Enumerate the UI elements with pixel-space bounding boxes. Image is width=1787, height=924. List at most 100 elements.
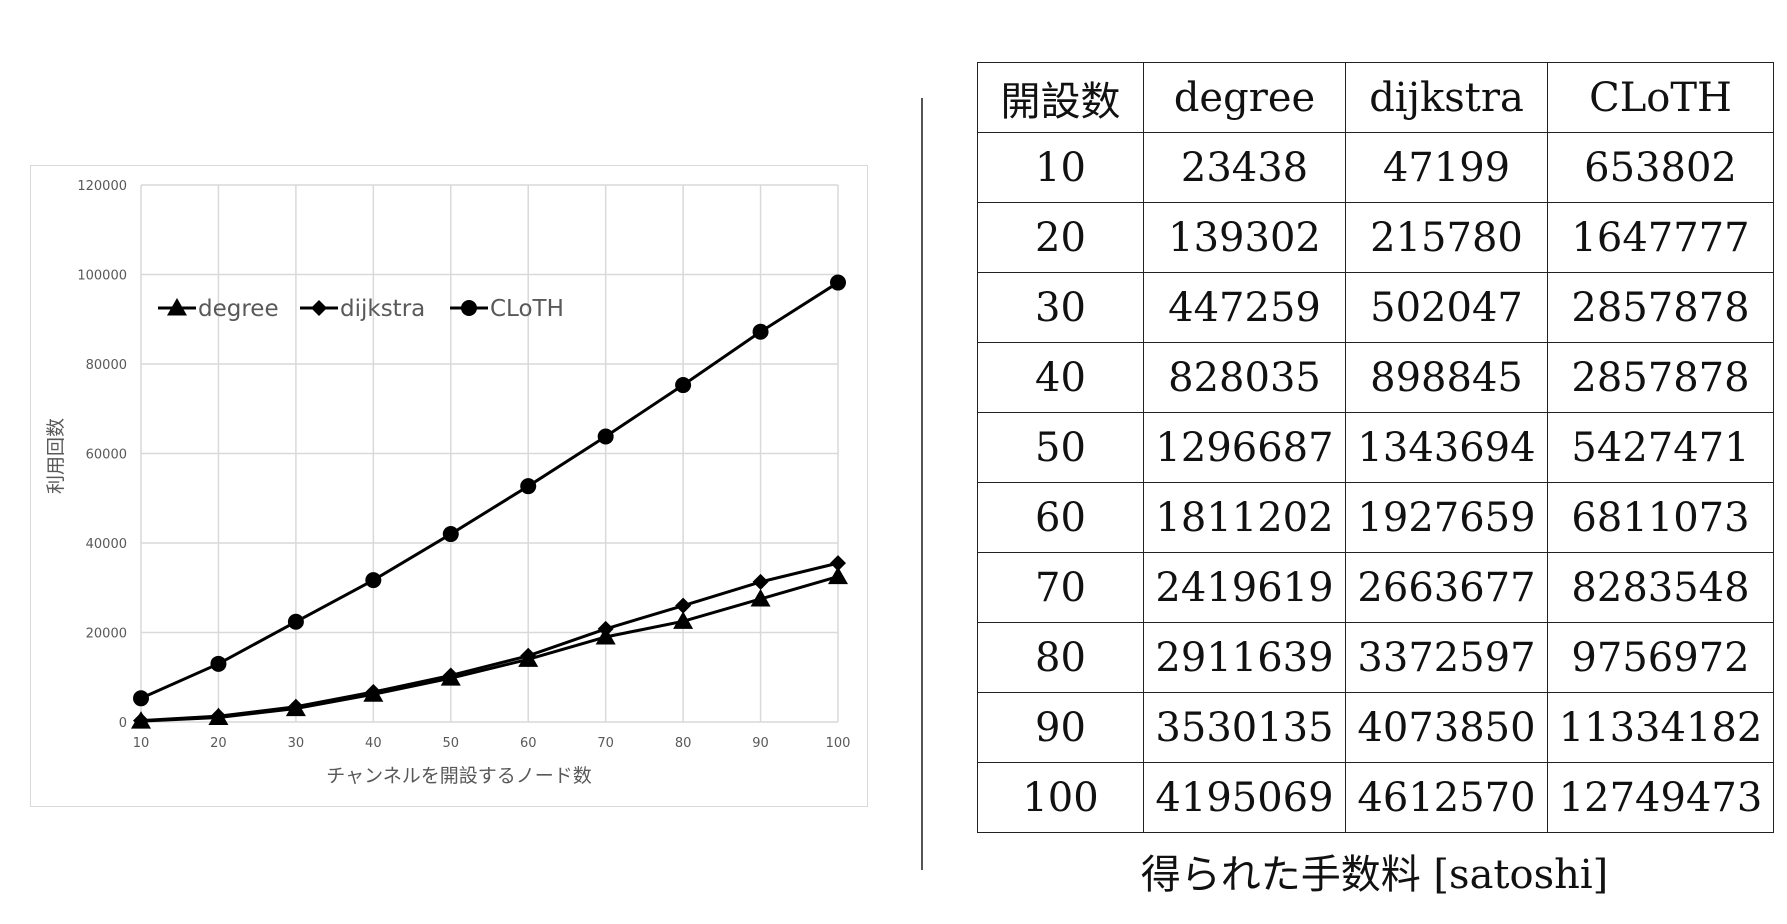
legend-item: degree bbox=[158, 296, 279, 322]
table-header-row: 開設数 degree dijkstra CLoTH bbox=[977, 62, 1774, 133]
legend-item: dijkstra bbox=[300, 296, 425, 322]
data-point bbox=[520, 478, 537, 495]
table-cell: 447259 bbox=[1143, 272, 1346, 343]
x-tick-label: 50 bbox=[443, 736, 460, 751]
table-row: 60 1811202 1927659 6811073 bbox=[977, 482, 1774, 553]
data-point bbox=[311, 300, 327, 316]
table-row: 30 447259 502047 2857878 bbox=[977, 272, 1774, 343]
data-point bbox=[133, 712, 149, 729]
table-cell: 2857878 bbox=[1547, 272, 1774, 343]
legend-item: CLoTH bbox=[450, 296, 564, 322]
table-cell: 10 bbox=[977, 132, 1144, 203]
table-cell: 47199 bbox=[1345, 132, 1548, 203]
table-cell: 139302 bbox=[1143, 202, 1346, 273]
y-tick-label: 120000 bbox=[77, 179, 127, 194]
data-point bbox=[597, 620, 614, 637]
legend-label: dijkstra bbox=[340, 296, 425, 322]
header-dijkstra: dijkstra bbox=[1345, 62, 1548, 133]
series-layer bbox=[131, 274, 848, 729]
series-dijkstra bbox=[133, 555, 846, 729]
x-tick-label: 80 bbox=[675, 736, 692, 751]
table-row: 40 828035 898845 2857878 bbox=[977, 342, 1774, 413]
table-cell: 2419619 bbox=[1143, 552, 1346, 623]
data-table: 開設数 degree dijkstra CLoTH 10 23438 47199 65… bbox=[977, 62, 1774, 833]
table-cell: 12749473 bbox=[1547, 762, 1774, 833]
data-point bbox=[442, 667, 459, 684]
x-tick-label: 30 bbox=[288, 736, 305, 751]
table-cell: 1296687 bbox=[1143, 412, 1346, 483]
y-tick-label: 60000 bbox=[86, 448, 127, 463]
table-cell: 6811073 bbox=[1547, 482, 1774, 553]
data-point bbox=[167, 298, 187, 316]
series-line bbox=[140, 561, 839, 723]
legend-label: CLoTH bbox=[490, 296, 564, 322]
table-body: 10 23438 47199 653802 20 139302 215780 1647777 3… bbox=[977, 132, 1774, 833]
table-cell: 1927659 bbox=[1345, 482, 1548, 553]
table-cell: 30 bbox=[977, 272, 1144, 343]
table-cell: 502047 bbox=[1345, 272, 1548, 343]
table-row: 80 2911639 3372597 9756972 bbox=[977, 622, 1774, 693]
table-cell: 898845 bbox=[1345, 342, 1548, 413]
y-axis-title: 利用回数 bbox=[45, 418, 67, 494]
data-point bbox=[675, 597, 692, 614]
table-row: 90 3530135 4073850 11334182 bbox=[977, 692, 1774, 763]
table-cell: 215780 bbox=[1345, 202, 1548, 273]
vertical-divider bbox=[921, 98, 923, 870]
table-cell: 4195069 bbox=[1143, 762, 1346, 833]
data-point bbox=[287, 613, 304, 630]
table-cell: 9756972 bbox=[1547, 622, 1774, 693]
data-point bbox=[442, 526, 459, 543]
table-cell: 653802 bbox=[1547, 132, 1774, 203]
data-point bbox=[752, 323, 769, 340]
x-tick-label: 20 bbox=[210, 736, 227, 751]
table-cell: 4612570 bbox=[1345, 762, 1548, 833]
y-tick-label: 40000 bbox=[86, 537, 127, 552]
data-point bbox=[520, 647, 537, 664]
table-cell: 5427471 bbox=[1547, 412, 1774, 483]
chart-frame bbox=[30, 165, 868, 807]
data-point bbox=[210, 708, 227, 725]
table-cell: 1647777 bbox=[1547, 202, 1774, 273]
y-tick-label: 20000 bbox=[86, 627, 127, 642]
y-tick-label: 0 bbox=[119, 716, 127, 731]
table-cell: 70 bbox=[977, 552, 1144, 623]
x-tick-label: 70 bbox=[597, 736, 614, 751]
series-cloth bbox=[133, 274, 846, 707]
data-point bbox=[830, 274, 846, 291]
y-tick-label: 80000 bbox=[86, 358, 127, 373]
x-tick-label: 90 bbox=[752, 736, 769, 751]
y-tick-label: 100000 bbox=[77, 269, 127, 284]
table-cell: 11334182 bbox=[1547, 692, 1774, 763]
table-row: 20 139302 215780 1647777 bbox=[977, 202, 1774, 273]
data-point bbox=[597, 428, 614, 445]
series-line bbox=[140, 575, 839, 723]
data-point bbox=[133, 690, 149, 707]
data-point bbox=[752, 573, 769, 590]
table-cell: 2857878 bbox=[1547, 342, 1774, 413]
series-degree bbox=[131, 566, 848, 729]
table-cell: 3372597 bbox=[1345, 622, 1548, 693]
data-point bbox=[210, 655, 227, 672]
data-point bbox=[828, 566, 848, 585]
table-cell: 2911639 bbox=[1143, 622, 1346, 693]
table-cell: 1811202 bbox=[1143, 482, 1346, 553]
table-cell: 23438 bbox=[1143, 132, 1346, 203]
legend: degree dijkstra CLoTH bbox=[158, 296, 564, 322]
table-cell: 100 bbox=[977, 762, 1144, 833]
grid-layer bbox=[140, 184, 839, 723]
table-cell: 2663677 bbox=[1345, 552, 1548, 623]
table-cell: 8283548 bbox=[1547, 552, 1774, 623]
table-row: 50 1296687 1343694 5427471 bbox=[977, 412, 1774, 483]
header-nodes: 開設数 bbox=[977, 62, 1144, 133]
x-tick-label: 10 bbox=[133, 736, 150, 751]
table-caption: 得られた手数料 [satoshi] bbox=[1140, 852, 1609, 898]
table-cell: 828035 bbox=[1143, 342, 1346, 413]
data-point bbox=[830, 555, 846, 572]
data-point bbox=[675, 377, 692, 394]
series-line bbox=[140, 281, 839, 700]
data-point bbox=[673, 611, 694, 629]
x-tick-label: 100 bbox=[826, 736, 851, 751]
header-cloth: CLoTH bbox=[1547, 62, 1774, 133]
table-cell: 3530135 bbox=[1143, 692, 1346, 763]
